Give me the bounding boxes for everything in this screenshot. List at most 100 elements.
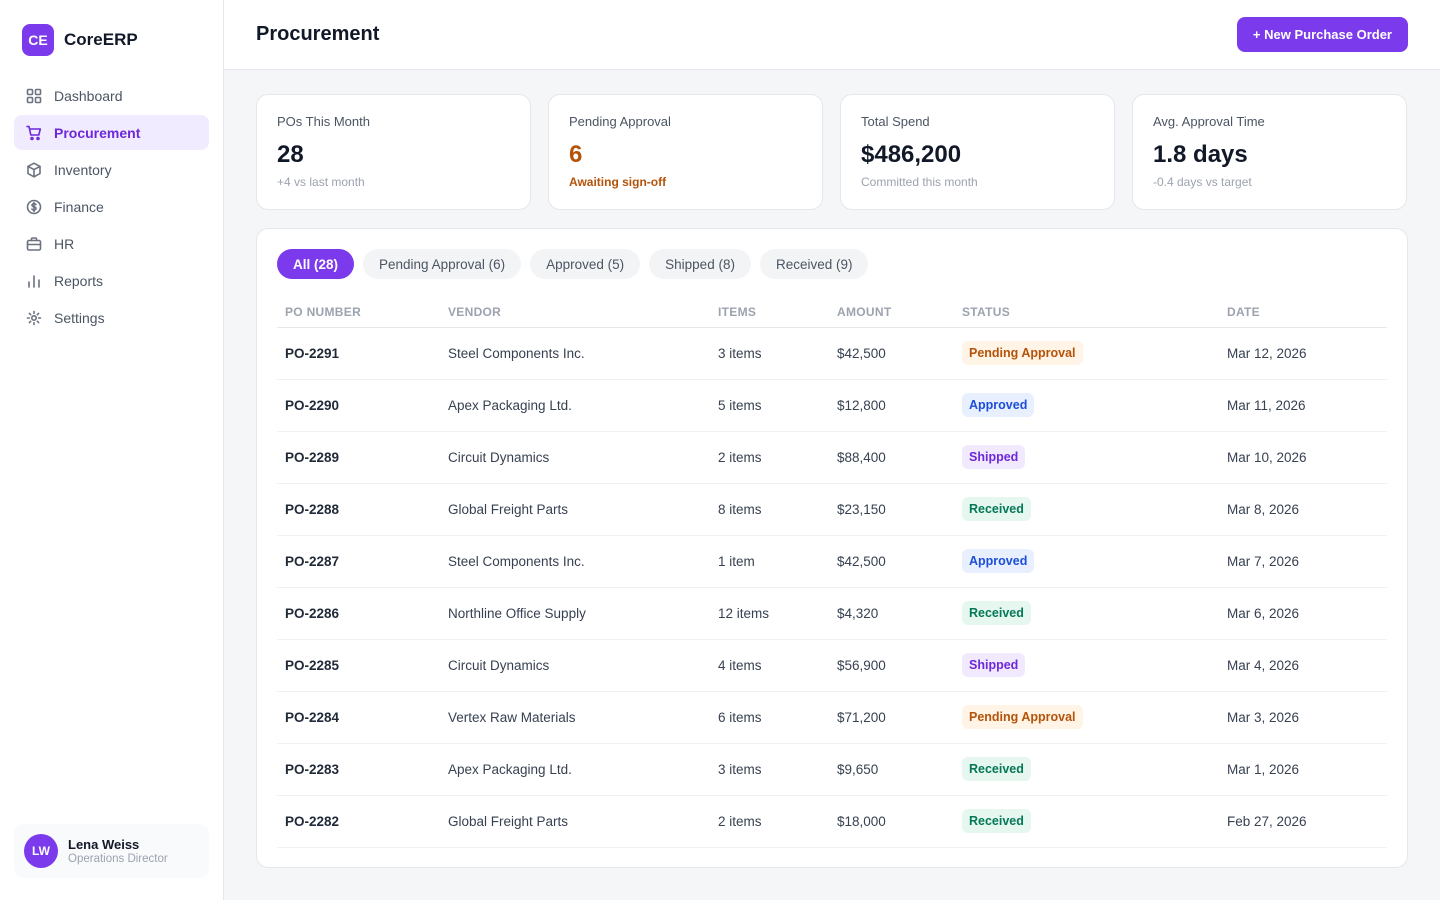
status-badge: Shipped [962,445,1026,469]
date-cell: Mar 8, 2026 [1219,483,1387,536]
stat-card-pos-this-month: POs This Month 28 +4 vs last month [256,94,531,210]
table-row[interactable]: PO-2283 Apex Packaging Ltd. 3 items $9,650 R… [277,743,1387,796]
status-badge: Pending Approval [962,341,1083,365]
filter-chip-approved[interactable]: Approved (5) [530,249,641,279]
vendor-cell: Circuit Dynamics [440,639,710,692]
po-number-cell: PO-2286 [277,587,440,640]
user-name: Lena Weiss [68,836,140,852]
po-number-cell: PO-2285 [277,639,440,692]
status-badge: Received [962,809,1031,833]
po-number-cell: PO-2283 [277,743,440,796]
brand[interactable]: CE CoreERP [22,24,223,56]
column-header-vendor[interactable]: VENDOR [440,297,710,328]
items-cell: 3 items [710,327,829,380]
dollar-icon [26,199,42,215]
amount-cell: $4,320 [829,587,954,640]
amount-cell: $42,500 [829,535,954,588]
date-cell: Mar 10, 2026 [1219,431,1387,484]
date-cell: Feb 27, 2026 [1219,795,1387,848]
sidebar-nav: Dashboard Procurement Inventory Finance … [0,78,223,335]
table-row[interactable]: PO-2282 Global Freight Parts 2 items $18,00… [277,795,1387,848]
filter-chip-received[interactable]: Received (9) [759,249,869,279]
status-filter-tabs: All (28) Pending Approval (6) Approved (… [277,249,1387,279]
date-cell: Mar 7, 2026 [1219,535,1387,588]
table-header-row: PO NUMBER VENDOR ITEMS AMOUNT STATUS DAT… [277,297,1387,328]
amount-cell: $23,150 [829,483,954,536]
vendor-cell: Steel Components Inc. [440,327,710,380]
stat-value: 6 [569,141,583,168]
sidebar-item-reports[interactable]: Reports [14,263,209,298]
filter-chip-all[interactable]: All (28) [277,249,355,279]
sidebar-item-finance[interactable]: Finance [14,189,209,224]
stat-subtext: +4 vs last month [277,175,365,189]
table-row[interactable]: PO-2287 Steel Components Inc. 1 item $42,50… [277,535,1387,588]
amount-cell: $9,650 [829,743,954,796]
purchase-orders-card: All (28) Pending Approval (6) Approved (… [256,228,1408,868]
stat-value: $486,200 [861,141,962,168]
po-number-cell: PO-2284 [277,691,440,744]
user-card[interactable]: LW Lena Weiss Operations Director [14,824,209,878]
stats-row: POs This Month 28 +4 vs last month Pendi… [256,94,1408,210]
stat-label: Total Spend [861,114,930,129]
vendor-cell: Steel Components Inc. [440,535,710,588]
amount-cell: $18,000 [829,795,954,848]
amount-cell: $56,900 [829,639,954,692]
column-header-amount[interactable]: AMOUNT [829,297,954,328]
vendor-cell: Global Freight Parts [440,483,710,536]
table-row[interactable]: PO-2289 Circuit Dynamics 2 items $88,400 Shi… [277,431,1387,484]
vendor-cell: Northline Office Supply [440,587,710,640]
brand-logo: CE [22,24,54,56]
new-purchase-order-button[interactable]: + New Purchase Order [1236,17,1408,52]
items-cell: 2 items [710,795,829,848]
date-cell: Mar 12, 2026 [1219,327,1387,380]
filter-chip-pending-approval[interactable]: Pending Approval (6) [363,249,522,279]
box-icon [26,161,42,178]
status-badge: Approved [962,393,1035,417]
column-header-status[interactable]: STATUS [954,297,1219,328]
table-row[interactable]: PO-2284 Vertex Raw Materials 6 items $71,20… [277,691,1387,744]
sidebar-item-settings[interactable]: Settings [14,300,209,335]
sidebar-item-label: Settings [54,309,105,326]
column-header-po-number[interactable]: PO NUMBER [277,297,440,328]
status-badge: Received [962,757,1031,781]
table-row[interactable]: PO-2290 Apex Packaging Ltd. 5 items $12,800… [277,379,1387,432]
sidebar-item-hr[interactable]: HR [14,226,209,261]
po-number-cell: PO-2290 [277,379,440,432]
items-cell: 12 items [710,587,829,640]
po-number-cell: PO-2288 [277,483,440,536]
table-row[interactable]: PO-2291 Steel Components Inc. 3 items $42,5… [277,327,1387,380]
stat-card-avg-approval-time: Avg. Approval Time 1.8 days -0.4 days vs… [1132,94,1407,210]
vendor-cell: Global Freight Parts [440,795,710,848]
vendor-cell: Apex Packaging Ltd. [440,743,710,796]
cart-icon [26,125,42,141]
po-number-cell: PO-2289 [277,431,440,484]
table-row[interactable]: PO-2286 Northline Office Supply 12 items $4… [277,587,1387,640]
sidebar-item-procurement[interactable]: Procurement [14,115,209,150]
items-cell: 8 items [710,483,829,536]
sidebar: CE CoreERP Dashboard Procurement Invento… [0,0,224,900]
stat-subtext: Awaiting sign-off [569,175,667,189]
po-number-cell: PO-2282 [277,795,440,848]
column-header-date[interactable]: DATE [1219,297,1387,328]
purchase-orders-table: PO NUMBER VENDOR ITEMS AMOUNT STATUS DAT… [277,297,1387,848]
briefcase-icon [26,236,42,252]
items-cell: 1 item [710,535,829,588]
po-number-cell: PO-2291 [277,327,440,380]
filter-chip-shipped[interactable]: Shipped (8) [649,249,751,279]
column-header-items[interactable]: ITEMS [710,297,829,328]
amount-cell: $88,400 [829,431,954,484]
status-cell: Received [954,743,1219,796]
status-badge: Approved [962,549,1035,573]
brand-name: CoreERP [64,30,138,49]
dashboard-icon [26,88,42,104]
items-cell: 5 items [710,379,829,432]
table-row[interactable]: PO-2285 Circuit Dynamics 4 items $56,900 Shi… [277,639,1387,692]
vendor-cell: Circuit Dynamics [440,431,710,484]
table-row[interactable]: PO-2288 Global Freight Parts 8 items $23,15… [277,483,1387,536]
status-cell: Approved [954,379,1219,432]
sidebar-item-inventory[interactable]: Inventory [14,152,209,187]
amount-cell: $42,500 [829,327,954,380]
gear-icon [26,310,42,326]
status-cell: Shipped [954,431,1219,484]
sidebar-item-dashboard[interactable]: Dashboard [14,78,209,113]
